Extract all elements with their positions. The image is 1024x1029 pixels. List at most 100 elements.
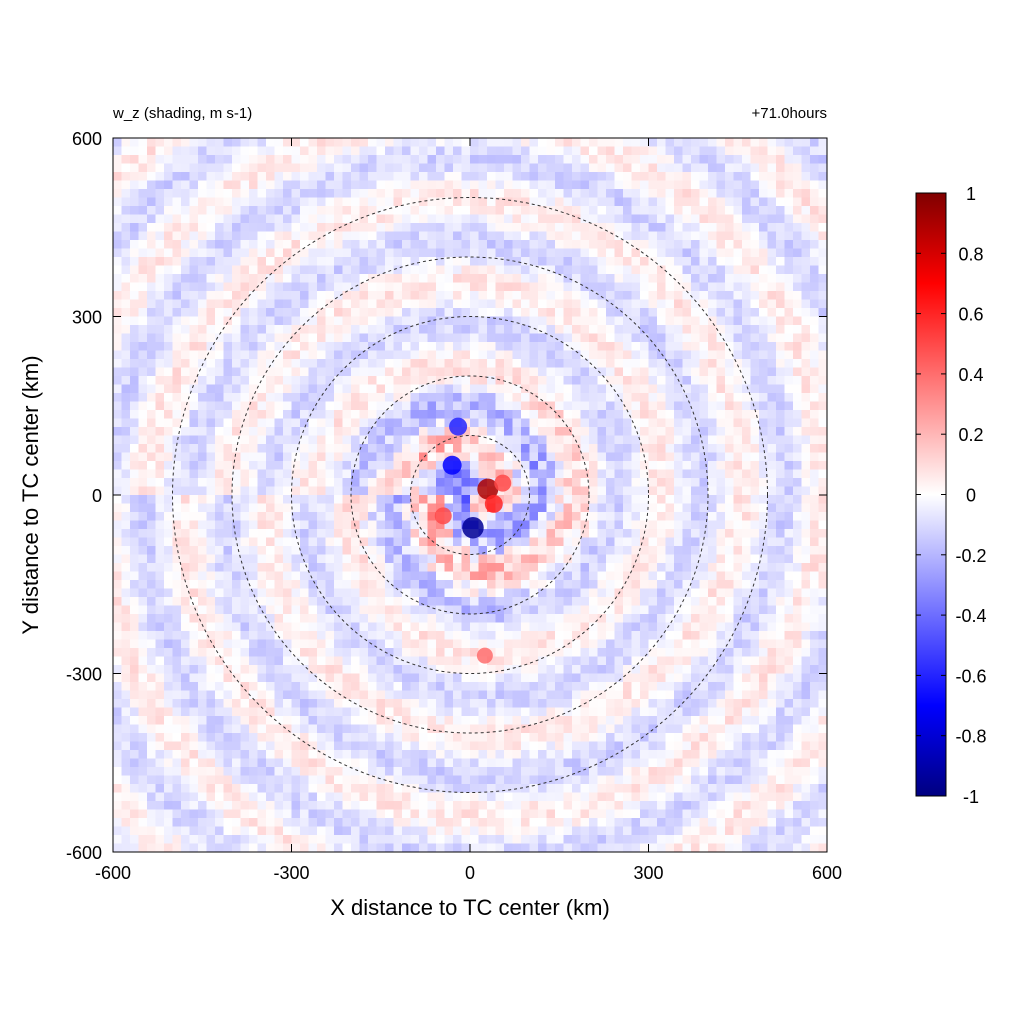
shading-cell: [402, 342, 411, 351]
shading-cell: [172, 435, 181, 444]
shading-cell: [317, 240, 326, 249]
shading-cell: [181, 291, 190, 300]
shading-cell: [376, 384, 385, 393]
shading-cell: [810, 197, 819, 206]
shading-cell: [300, 299, 309, 308]
shading-cell: [640, 537, 649, 546]
shading-cell: [376, 537, 385, 546]
shading-cell: [342, 520, 351, 529]
shading-cell: [351, 512, 360, 521]
shading-cell: [674, 563, 683, 572]
shading-cell: [342, 384, 351, 393]
shading-cell: [597, 520, 606, 529]
shading-cell: [436, 435, 445, 444]
shading-cell: [257, 546, 266, 555]
shading-cell: [784, 214, 793, 223]
shading-cell: [181, 265, 190, 274]
shading-cell: [606, 282, 615, 291]
shading-cell: [495, 231, 504, 240]
shading-cell: [623, 495, 632, 504]
shading-cell: [538, 622, 547, 631]
shading-cell: [317, 614, 326, 623]
shading-cell: [529, 393, 538, 402]
shading-cell: [283, 231, 292, 240]
shading-cell: [478, 435, 487, 444]
shading-cell: [495, 197, 504, 206]
shading-cell: [351, 376, 360, 385]
shading-cell: [538, 529, 547, 538]
shading-cell: [623, 333, 632, 342]
shading-cell: [538, 214, 547, 223]
shading-cell: [572, 342, 581, 351]
shading-cell: [121, 291, 130, 300]
shading-cell: [419, 546, 428, 555]
shading-cell: [648, 393, 657, 402]
shading-cell: [410, 410, 419, 419]
shading-cell: [648, 359, 657, 368]
shading-cell: [742, 223, 751, 232]
shading-cell: [172, 401, 181, 410]
shading-cell: [555, 342, 564, 351]
shading-cell: [521, 155, 530, 164]
shading-cell: [325, 325, 334, 334]
shading-cell: [181, 282, 190, 291]
shading-cell: [597, 546, 606, 555]
shading-cell: [419, 180, 428, 189]
shading-cell: [512, 376, 521, 385]
shading-cell: [189, 163, 198, 172]
shading-cell: [444, 265, 453, 274]
shading-cell: [249, 495, 258, 504]
shading-cell: [495, 401, 504, 410]
shading-cell: [776, 316, 785, 325]
shading-cell: [614, 316, 623, 325]
shading-cell: [342, 206, 351, 215]
shading-cell: [529, 435, 538, 444]
shading-cell: [716, 274, 725, 283]
shading-cell: [742, 546, 751, 555]
shading-cell: [121, 486, 130, 495]
shading-cell: [631, 274, 640, 283]
shading-cell: [300, 639, 309, 648]
shading-cell: [385, 461, 394, 470]
shading-cell: [725, 554, 734, 563]
shading-cell: [623, 325, 632, 334]
shading-cell: [308, 206, 317, 215]
shading-cell: [733, 248, 742, 257]
shading-cell: [461, 452, 470, 461]
shading-cell: [147, 418, 156, 427]
shading-cell: [419, 418, 428, 427]
shading-cell: [555, 163, 564, 172]
shading-cell: [308, 639, 317, 648]
shading-cell: [155, 206, 164, 215]
shading-cell: [759, 614, 768, 623]
shading-cell: [733, 333, 742, 342]
shading-cell: [300, 478, 309, 487]
shading-cell: [512, 146, 521, 155]
shading-cell: [206, 265, 215, 274]
shading-cell: [589, 631, 598, 640]
shading-cell: [274, 248, 283, 257]
shading-cell: [436, 282, 445, 291]
shading-cell: [359, 299, 368, 308]
shading-cell: [198, 155, 207, 164]
shading-cell: [291, 189, 300, 198]
shading-cell: [223, 282, 232, 291]
shading-cell: [648, 257, 657, 266]
shading-cell: [121, 367, 130, 376]
shading-cell: [444, 520, 453, 529]
shading-cell: [512, 546, 521, 555]
shading-cell: [597, 529, 606, 538]
shading-cell: [674, 614, 683, 623]
shading-cell: [708, 265, 717, 274]
shading-cell: [648, 444, 657, 453]
shading-cell: [113, 410, 122, 419]
shading-cell: [674, 529, 683, 538]
shading-cell: [419, 197, 428, 206]
shading-cell: [419, 444, 428, 453]
shading-cell: [283, 563, 292, 572]
shading-cell: [725, 342, 734, 351]
shading-cell: [181, 223, 190, 232]
shading-cell: [359, 214, 368, 223]
shading-cell: [495, 240, 504, 249]
shading-cell: [470, 308, 479, 317]
